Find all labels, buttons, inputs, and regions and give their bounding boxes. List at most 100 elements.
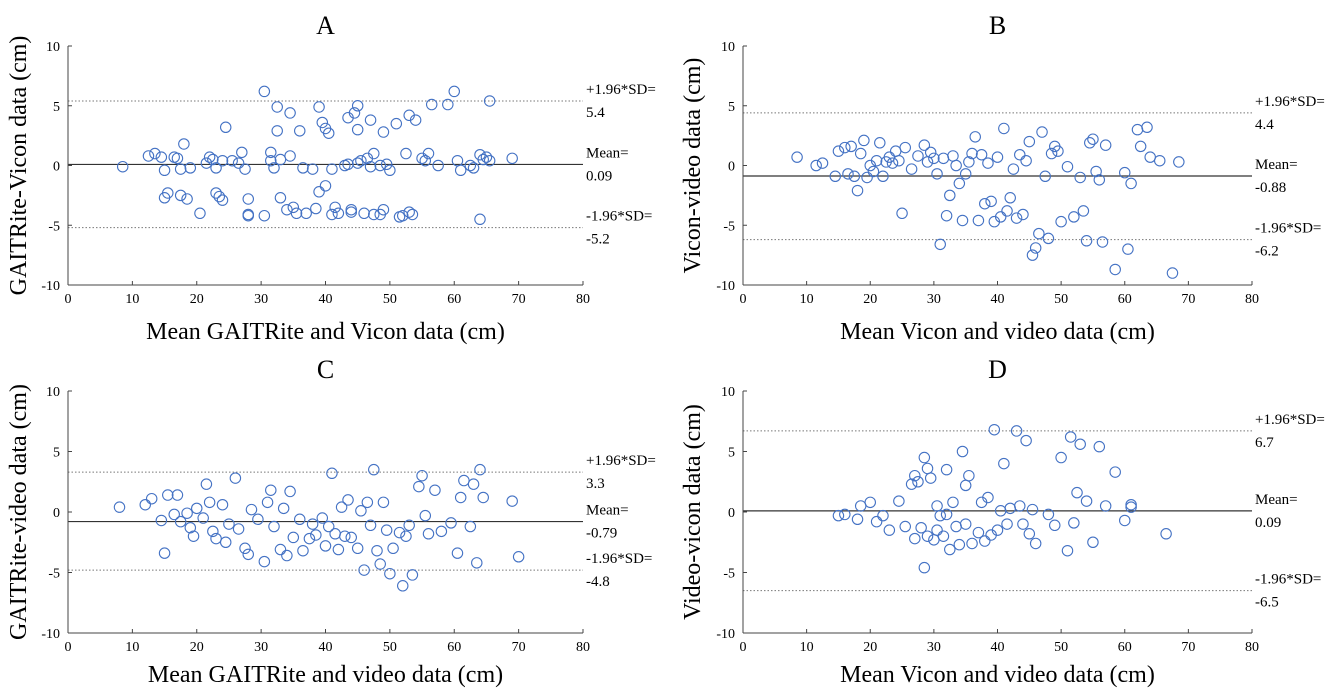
data-point	[332, 207, 345, 220]
data-point	[268, 520, 280, 533]
upper-line-label: +1.96*SD=	[586, 453, 656, 469]
data-point	[374, 558, 386, 570]
data-point	[232, 523, 245, 535]
data-point	[934, 509, 946, 522]
data-point	[326, 163, 338, 175]
data-point	[1045, 147, 1058, 160]
data-point	[991, 151, 1004, 163]
data-point	[406, 208, 419, 221]
x-tick-label: 80	[576, 292, 590, 307]
data-point	[1017, 518, 1029, 530]
x-tick-label: 40	[319, 640, 333, 655]
data-point	[985, 195, 997, 208]
data-point	[982, 157, 994, 169]
data-point	[351, 157, 364, 169]
data-point	[319, 540, 332, 552]
data-point	[335, 501, 348, 513]
y-tick-label: 5	[728, 446, 735, 461]
data-point	[1026, 503, 1039, 516]
data-point	[316, 116, 329, 129]
data-point	[1023, 528, 1036, 540]
data-point	[921, 530, 934, 542]
data-point	[1020, 154, 1032, 167]
data-point	[931, 168, 943, 180]
y-tick-label: 0	[53, 160, 60, 175]
data-point	[477, 153, 489, 166]
x-tick-label: 20	[190, 292, 204, 307]
lower-line-label: -1.96*SD=	[1255, 572, 1321, 588]
data-point	[300, 207, 312, 220]
data-point	[1109, 466, 1121, 478]
data-point	[483, 95, 496, 107]
data-point	[829, 170, 842, 183]
data-point	[998, 122, 1010, 135]
y-tick-label: 0	[728, 160, 735, 175]
data-point	[1122, 243, 1134, 255]
data-point	[245, 503, 258, 516]
data-point	[1023, 135, 1036, 148]
data-point	[937, 152, 950, 165]
upper-line-value: 5.4	[586, 105, 605, 121]
data-point	[351, 542, 364, 555]
data-point	[1096, 236, 1109, 248]
data-point	[956, 445, 969, 458]
data-point	[435, 525, 448, 538]
data-point	[310, 529, 322, 541]
panel-b: B +1.96*SD= 4.4 Mean= -0.88 -1.96*SD= -6.2 0 10 2…	[680, 11, 1325, 345]
data-point	[1093, 174, 1106, 186]
data-point	[419, 509, 432, 522]
panel-title: B	[989, 11, 1006, 40]
data-point	[445, 517, 457, 529]
x-tick-label: 70	[1181, 640, 1195, 655]
data-point	[963, 469, 975, 482]
data-point	[1039, 170, 1051, 183]
x-tick-label: 50	[1054, 292, 1068, 307]
x-tick-label: 30	[927, 292, 941, 307]
data-point	[1090, 165, 1102, 178]
data-point	[184, 521, 197, 534]
x-tick-label: 70	[512, 292, 526, 307]
data-point	[991, 524, 1004, 536]
data-point	[1153, 154, 1166, 167]
lower-line-value: -6.2	[1255, 244, 1279, 260]
data-point	[181, 193, 193, 205]
data-point	[947, 496, 959, 509]
upper-line-value: 6.7	[1255, 435, 1274, 451]
data-point	[1010, 212, 1023, 224]
data-point	[290, 207, 303, 220]
panel-title: D	[988, 355, 1007, 384]
data-point	[867, 165, 880, 178]
data-point	[355, 505, 367, 517]
x-tick-label: 80	[1245, 292, 1259, 307]
y-tick-label: 10	[46, 40, 60, 55]
data-point	[966, 147, 978, 160]
data-point	[271, 125, 283, 137]
data-point	[174, 163, 187, 175]
data-point	[842, 168, 854, 180]
data-point	[474, 463, 486, 476]
x-tick-label: 60	[447, 640, 461, 655]
data-point	[975, 148, 988, 161]
data-point	[905, 163, 918, 175]
data-point	[210, 162, 222, 174]
data-point	[297, 544, 309, 557]
x-axis-label: Mean GAITRite and Vicon data (cm)	[146, 319, 505, 345]
data-point	[203, 151, 216, 163]
data-point	[1001, 518, 1013, 530]
data-point	[326, 208, 338, 221]
data-point	[293, 513, 306, 526]
data-point	[839, 508, 851, 521]
data-point	[953, 538, 966, 551]
data-point	[1001, 205, 1013, 217]
y-tick-label: 0	[53, 506, 60, 521]
x-tick-label: 60	[1118, 640, 1132, 655]
data-point	[928, 534, 940, 546]
y-axis-label: GAITRite-video data (cm)	[6, 384, 32, 640]
data-point	[924, 146, 937, 159]
data-point	[845, 140, 857, 153]
data-point	[506, 495, 518, 507]
data-point	[893, 495, 905, 507]
data-point	[937, 530, 950, 542]
data-point	[155, 151, 168, 163]
